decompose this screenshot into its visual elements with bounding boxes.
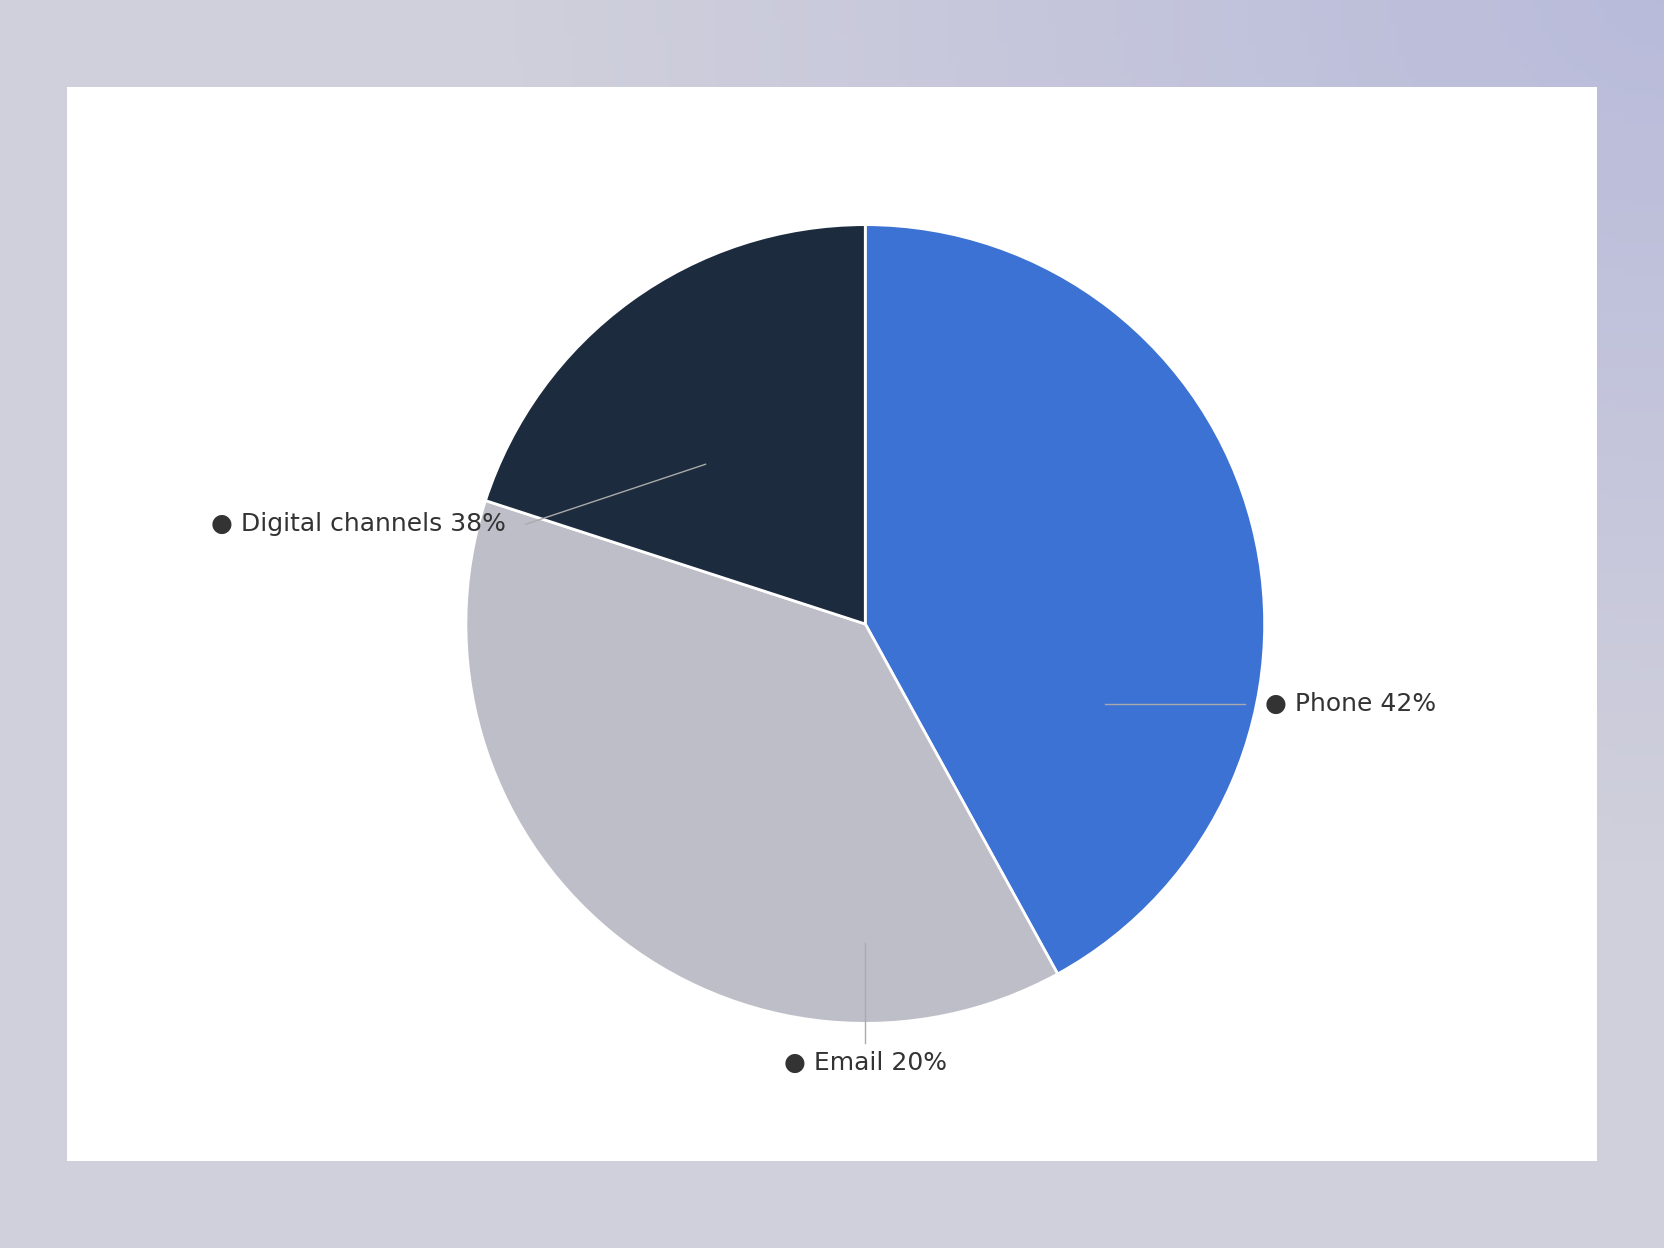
Text: ● Email 20%: ● Email 20%	[784, 1051, 947, 1076]
Wedge shape	[486, 225, 865, 624]
FancyBboxPatch shape	[37, 66, 1627, 1182]
Text: ● Phone 42%: ● Phone 42%	[1265, 691, 1436, 716]
Text: ● Digital channels 38%: ● Digital channels 38%	[211, 512, 506, 537]
Wedge shape	[865, 225, 1265, 973]
Wedge shape	[466, 500, 1058, 1023]
